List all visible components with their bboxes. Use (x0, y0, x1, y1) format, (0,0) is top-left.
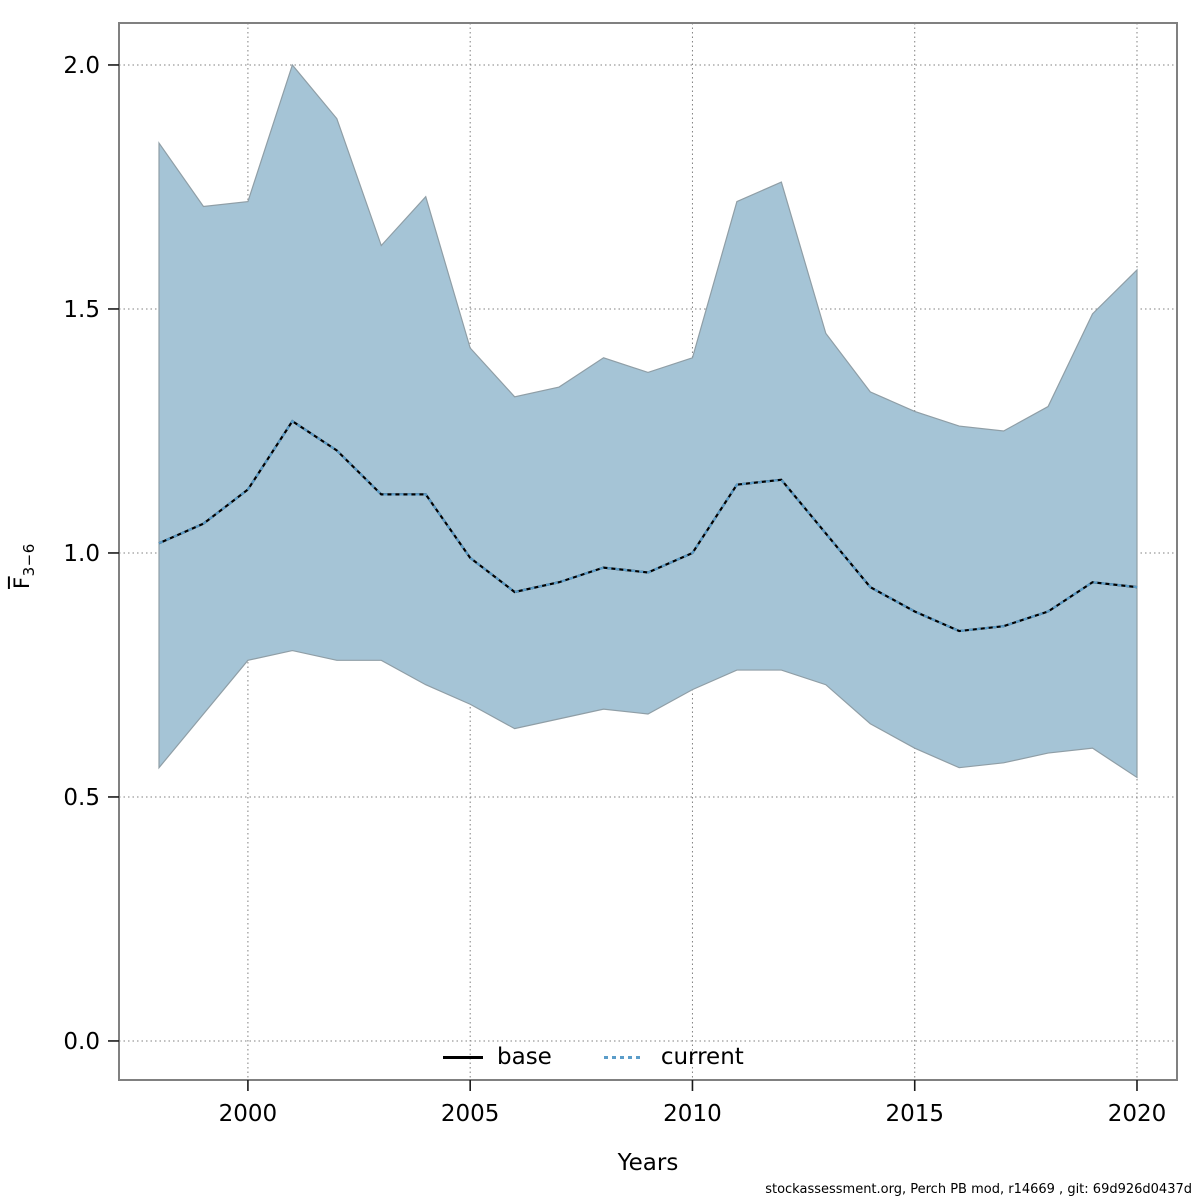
x-axis-title: Years (617, 1150, 679, 1176)
current-line (158, 419, 1138, 633)
x-tick-label: 2005 (441, 1101, 500, 1127)
y-tick-label: 0.5 (63, 785, 100, 811)
plot-border (118, 22, 1178, 1081)
y-axis-title-symbol: F (9, 576, 34, 589)
y-tick-label: 2.0 (63, 53, 100, 79)
x-tick-label: 2015 (885, 1101, 944, 1127)
y-tick-label: 0.0 (63, 1029, 100, 1055)
x-tick-label: 2010 (663, 1101, 722, 1127)
legend-base-line-sample (443, 1055, 483, 1059)
y-tick-label: 1.5 (63, 297, 100, 323)
chart-legend: base current (443, 1044, 744, 1070)
legend-current-label: current (660, 1044, 744, 1070)
legend-current-line-sample (603, 1055, 644, 1059)
x-tick-label: 2000 (219, 1101, 278, 1127)
y-axis-title-subscript: 3−6 (20, 543, 39, 577)
x-tick-label: 2020 (1108, 1101, 1167, 1127)
legend-base-label: base (497, 1044, 552, 1070)
stockassessment-footer-text: stockassessment.org, Perch PB mod, r1466… (765, 1182, 1192, 1197)
y-tick-label: 1.0 (63, 541, 100, 567)
y-axis-title: F3−6 (10, 506, 38, 626)
confidence-band (158, 63, 1138, 779)
